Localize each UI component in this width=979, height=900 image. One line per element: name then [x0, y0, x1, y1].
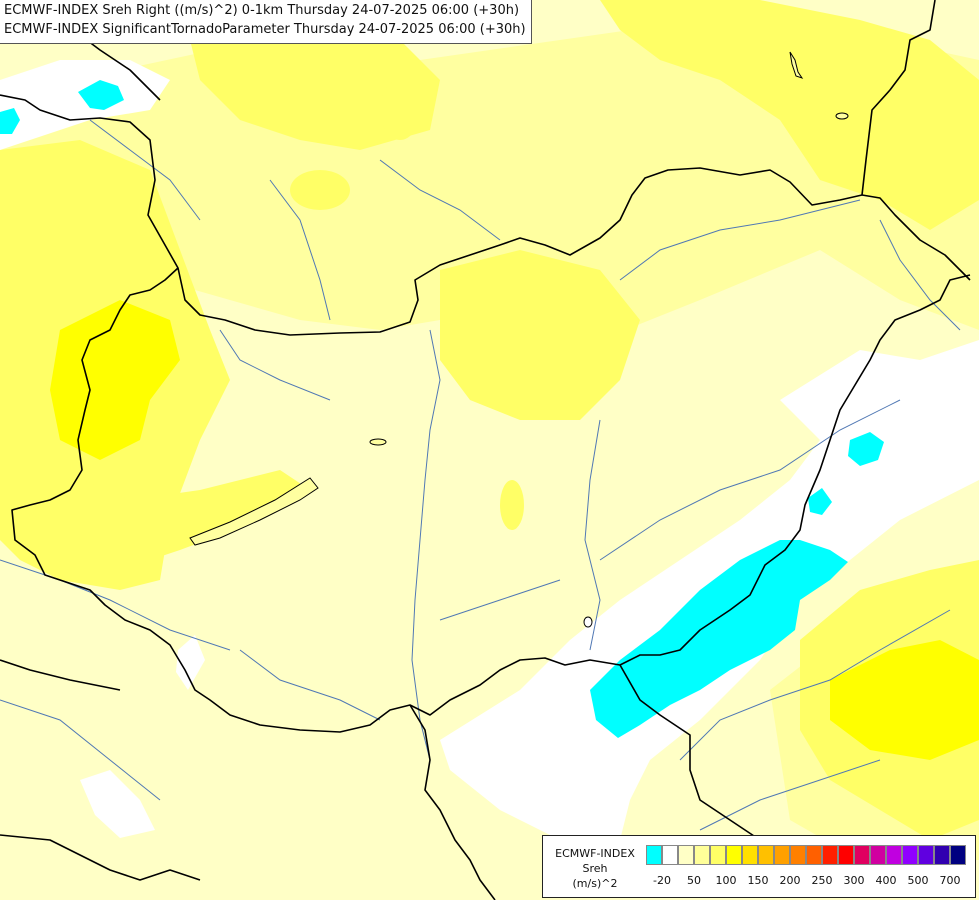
lake-small-1 — [369, 438, 387, 446]
legend-swatch — [886, 845, 902, 865]
legend-swatch — [742, 845, 758, 865]
map-title-line-2: ECMWF-INDEX SignificantTornadoParameter … — [4, 22, 526, 37]
legend-tick-label: 500 — [907, 874, 929, 887]
lake-small-3 — [835, 112, 849, 120]
legend-swatch — [838, 845, 854, 865]
legend-tick-label: 250 — [811, 874, 833, 887]
field-cyan-band — [590, 540, 848, 738]
lake-small-4 — [789, 51, 804, 79]
legend-swatches — [646, 845, 966, 865]
legend-swatch — [870, 845, 886, 865]
legend-tick-label: 100 — [715, 874, 737, 887]
legend-swatch — [726, 845, 742, 865]
legend-swatch — [854, 845, 870, 865]
legend-tick-label: 50 — [687, 874, 701, 887]
legend-swatch — [662, 845, 678, 865]
legend-labels: ECMWF-INDEX Sreh (m/s)^2 — [547, 846, 643, 891]
legend-unit: (m/s)^2 — [572, 877, 618, 890]
color-legend: ECMWF-INDEX Sreh (m/s)^2 -20 50 100 150 200 2… — [542, 835, 976, 898]
legend-swatch — [790, 845, 806, 865]
field-cyan-blob-2 — [808, 488, 832, 515]
field-cyan-blob-1 — [848, 432, 884, 466]
legend-swatch — [934, 845, 950, 865]
map-title-box: ECMWF-INDEX Sreh Right ((m/s)^2) 0-1km T… — [0, 0, 532, 44]
legend-swatch — [710, 845, 726, 865]
field-yellow-center — [440, 250, 640, 420]
legend-variable: Sreh — [582, 862, 608, 875]
legend-swatch — [646, 845, 662, 865]
lake-small-2 — [583, 616, 593, 628]
legend-tick-label: 400 — [875, 874, 897, 887]
field-cyan-nw-2 — [0, 108, 20, 134]
field-strong-yellow-se — [830, 640, 979, 760]
map-title-line-1: ECMWF-INDEX Sreh Right ((m/s)^2) 0-1km T… — [4, 3, 520, 18]
field-yellow-spot-3 — [500, 480, 524, 530]
lake-balaton — [189, 477, 319, 546]
legend-swatch — [774, 845, 790, 865]
field-yellow-sw-band — [0, 470, 310, 570]
field-cyan-nw — [78, 80, 124, 110]
legend-tick-label: 300 — [843, 874, 865, 887]
legend-swatch — [758, 845, 774, 865]
legend-tick-label: 200 — [779, 874, 801, 887]
field-yellow-ne — [600, 0, 979, 230]
field-white-patch-sw — [80, 770, 155, 838]
legend-tick-label: 150 — [747, 874, 769, 887]
field-yellow-spot-1 — [290, 170, 350, 210]
field-yellow-spot-2 — [380, 80, 420, 140]
legend-swatch — [902, 845, 918, 865]
legend-swatch — [694, 845, 710, 865]
legend-ticks: -20 50 100 150 200 250 300 400 500 700 — [646, 874, 974, 888]
field-white-patch-nw — [0, 60, 170, 150]
field-white-patch-w — [176, 635, 205, 690]
legend-swatch — [822, 845, 838, 865]
legend-tick-label: 700 — [939, 874, 961, 887]
legend-tick-label: -20 — [653, 874, 671, 887]
rivers — [0, 119, 961, 831]
legend-swatch — [678, 845, 694, 865]
legend-swatch — [918, 845, 934, 865]
legend-swatch — [806, 845, 822, 865]
legend-swatch — [950, 845, 966, 865]
legend-model: ECMWF-INDEX — [555, 847, 635, 860]
